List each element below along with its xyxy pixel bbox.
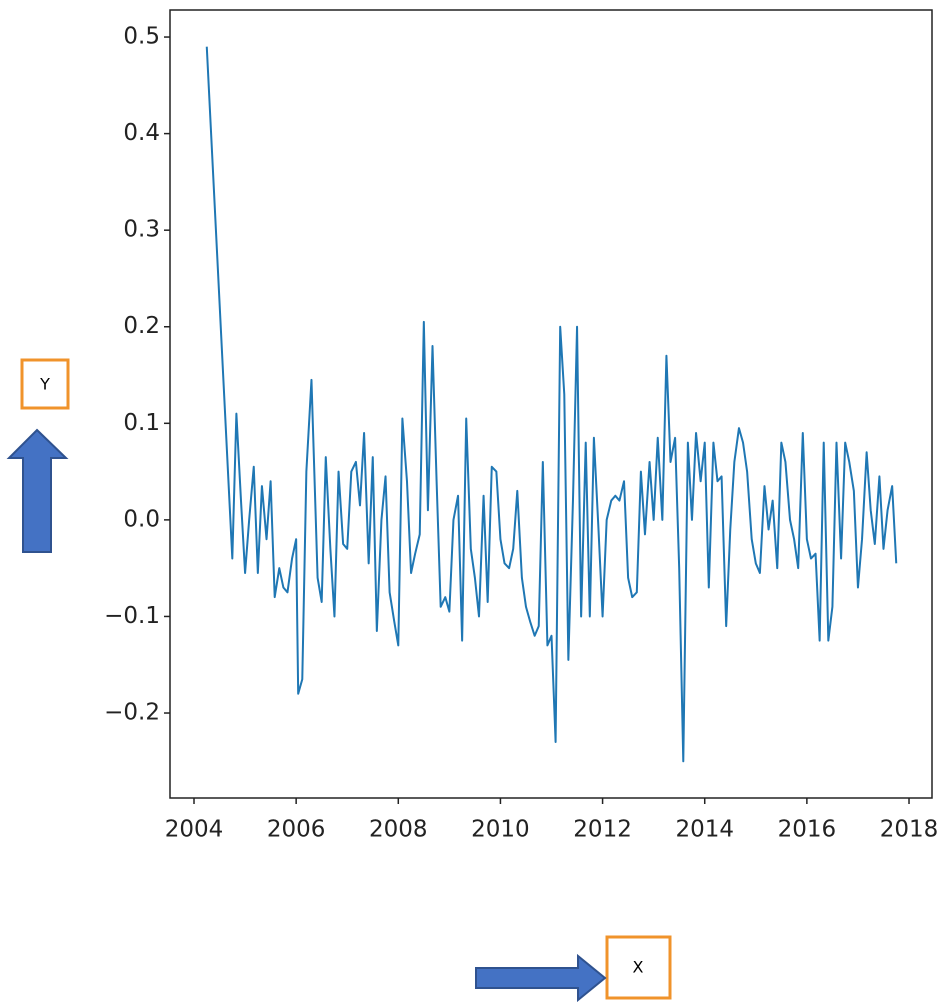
x-label-box — [605, 935, 672, 1000]
y-tick-label: −0.1 — [104, 603, 160, 629]
x-tick-label: 2010 — [471, 817, 530, 843]
plot-frame — [169, 9, 933, 799]
y-tick-label: 0.5 — [123, 24, 160, 50]
y-tick-label: 0.3 — [123, 217, 160, 243]
x-tick-label: 2016 — [778, 817, 837, 843]
y-tick-label: 0.1 — [123, 410, 160, 436]
y-tick-label: −0.2 — [104, 700, 160, 726]
x-axis-label: X — [633, 958, 644, 977]
y-tick-label: 0.4 — [123, 120, 160, 146]
y-tick-label: 0.0 — [123, 506, 160, 532]
data-line — [205, 46, 898, 763]
x-arrow — [475, 953, 607, 1002]
y-label-box — [20, 358, 70, 410]
y-axis-label: Y — [39, 375, 50, 394]
y-tick-label: 0.2 — [123, 313, 160, 339]
y-arrow — [6, 428, 69, 553]
x-tick-label: 2012 — [573, 817, 632, 843]
x-tick-label: 2018 — [880, 817, 939, 843]
x-tick-label: 2006 — [267, 817, 326, 843]
x-tick-label: 2004 — [165, 817, 224, 843]
x-tick-label: 2008 — [369, 817, 428, 843]
x-tick-label: 2014 — [675, 817, 734, 843]
